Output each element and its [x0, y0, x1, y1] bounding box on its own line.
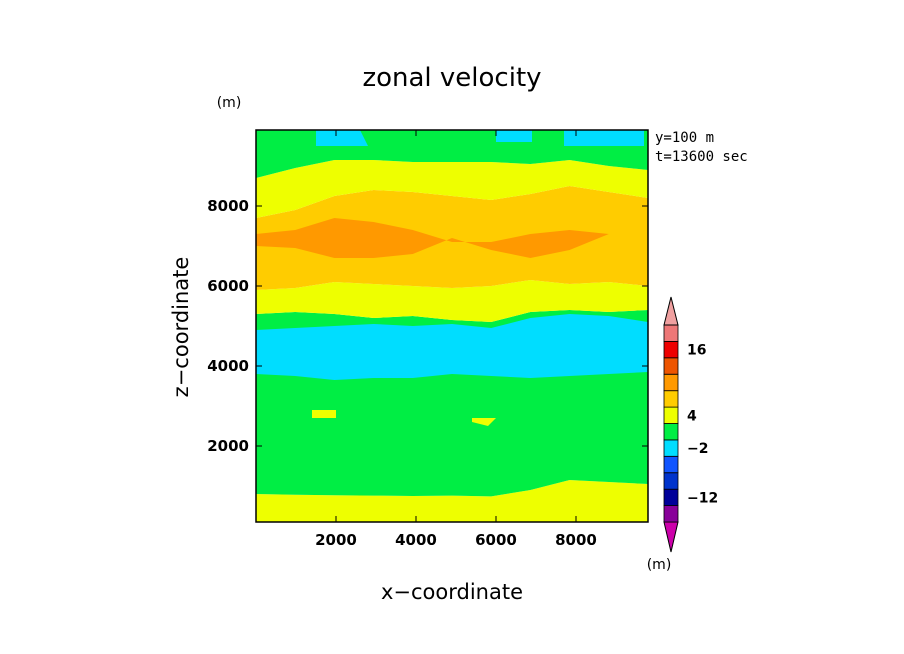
y-axis-ticks: 2000 4000 6000 8000 [207, 197, 648, 455]
colorbar-swatch [663, 505, 679, 523]
contour-patch-0 [316, 130, 368, 146]
y-tick-label: 8000 [207, 197, 249, 215]
contour-band-2 [256, 314, 648, 380]
x-tick-label: 2000 [315, 531, 357, 549]
colorbar-label: −12 [687, 490, 718, 506]
colorbar-swatch [663, 340, 679, 359]
y-axis-unit: (m) [217, 95, 242, 111]
colorbar-swatch [663, 357, 679, 375]
chart-title: zonal velocity [362, 63, 541, 93]
colorbar-swatch [663, 455, 679, 474]
colorbar-swatch [663, 373, 679, 392]
colorbar-swatch [663, 472, 679, 490]
colorbar-max-arrow [663, 296, 679, 326]
contour-band-3 [256, 280, 648, 322]
colorbar-label: 16 [687, 343, 706, 359]
contour-patch-4 [472, 418, 496, 426]
contour-band-6 [256, 160, 648, 218]
y-tick-label: 4000 [207, 357, 249, 375]
colorbar-min-arrow [663, 521, 679, 553]
contour-patch-3 [312, 410, 336, 418]
colorbar: 16 4 −2 −12 [663, 296, 718, 553]
colorbar-swatch [663, 439, 679, 457]
colorbar-swatch [663, 488, 679, 507]
colorbar-label: −2 [687, 441, 708, 457]
plot-area [256, 130, 648, 522]
y-axis-label: z−coordinate [169, 257, 193, 398]
colorbar-swatch [663, 406, 679, 424]
y-tick-label: 6000 [207, 277, 249, 295]
x-axis-ticks: 2000 4000 6000 8000 [315, 130, 597, 549]
contour-patch-1 [496, 130, 532, 142]
colorbar-unit: (m) [647, 557, 672, 573]
colorbar-swatch [663, 390, 679, 408]
y-tick-label: 2000 [207, 437, 249, 455]
x-tick-label: 8000 [555, 531, 597, 549]
colorbar-swatch [663, 423, 679, 441]
annotation-time: t=13600 sec [655, 149, 748, 165]
plot-frame [255, 129, 649, 523]
contour-band-0 [256, 480, 648, 522]
colorbar-swatch [663, 324, 679, 342]
annotation-y: y=100 m [655, 130, 714, 146]
x-tick-label: 6000 [475, 531, 517, 549]
x-axis-label: x−coordinate [381, 580, 523, 604]
x-tick-label: 4000 [395, 531, 437, 549]
contour-band-5 [256, 218, 648, 258]
contour-patch-2 [564, 130, 644, 146]
colorbar-label: 4 [687, 408, 697, 424]
